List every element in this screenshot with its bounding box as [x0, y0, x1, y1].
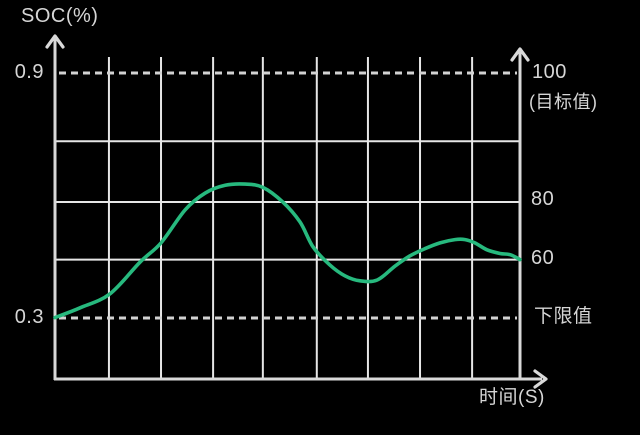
y-axis-title: SOC(%) [21, 5, 99, 27]
left-tick-0-3: 0.3 [14, 306, 44, 328]
right-axis-arrow-icon [510, 47, 530, 62]
left-tick-0-9: 0.9 [14, 61, 44, 83]
soc-curve [53, 182, 522, 320]
right-tick-60: 60 [531, 247, 555, 269]
right-tick-100: 100 [532, 61, 567, 83]
target-value-note: (目标值) [529, 92, 598, 112]
right-tick-80: 80 [531, 188, 555, 210]
y-axis-arrow-icon [45, 34, 65, 49]
lower-limit-label: 下限值 [534, 306, 593, 327]
x-axis-title: 时间(S) [479, 387, 545, 408]
x-axis-arrow-icon [533, 369, 548, 389]
